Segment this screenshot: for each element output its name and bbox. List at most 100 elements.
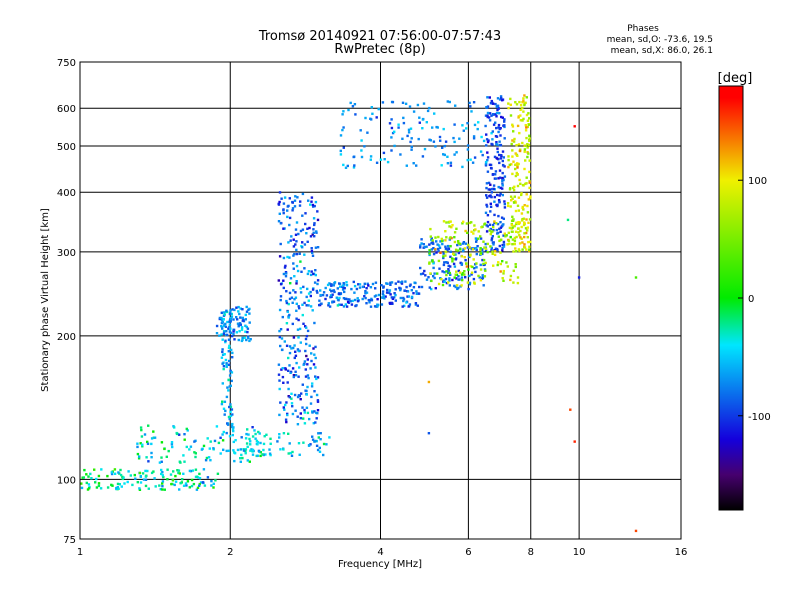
data-point xyxy=(453,284,456,288)
data-point xyxy=(298,204,302,207)
data-point xyxy=(241,336,244,340)
data-point xyxy=(202,444,206,448)
data-point xyxy=(296,328,300,331)
data-point xyxy=(336,287,339,290)
data-point xyxy=(513,195,516,198)
data-point xyxy=(305,304,308,307)
data-point xyxy=(494,170,498,173)
data-point xyxy=(382,294,385,297)
data-point xyxy=(251,435,255,438)
data-point xyxy=(179,482,182,485)
data-point xyxy=(525,113,529,117)
data-point xyxy=(306,240,309,243)
data-point xyxy=(523,148,527,151)
data-point xyxy=(528,134,531,137)
data-point xyxy=(528,245,531,248)
data-point xyxy=(329,294,333,297)
data-point xyxy=(223,413,226,416)
data-point xyxy=(140,428,143,432)
data-point xyxy=(193,451,196,454)
data-point xyxy=(517,227,520,230)
plot-frame xyxy=(79,61,682,540)
data-point xyxy=(414,302,418,305)
data-point xyxy=(516,184,520,188)
data-point xyxy=(381,101,385,104)
data-point xyxy=(514,174,518,178)
data-point xyxy=(453,153,456,156)
data-point xyxy=(341,284,345,287)
data-point xyxy=(222,448,225,451)
data-point xyxy=(309,443,312,446)
data-point xyxy=(431,240,434,244)
data-point xyxy=(469,265,472,268)
data-point xyxy=(482,284,485,287)
data-point xyxy=(227,350,230,353)
data-point xyxy=(228,312,232,316)
data-point xyxy=(390,281,394,284)
data-point xyxy=(466,158,469,162)
data-point xyxy=(409,283,412,286)
data-point xyxy=(491,235,494,238)
data-point xyxy=(220,356,224,359)
data-point xyxy=(317,432,320,435)
data-point xyxy=(290,397,293,400)
data-point xyxy=(209,459,212,462)
data-point xyxy=(511,238,515,241)
data-point xyxy=(428,252,431,255)
data-point xyxy=(364,296,367,300)
data-point xyxy=(278,212,281,215)
data-point xyxy=(251,448,255,452)
data-point xyxy=(377,293,381,297)
data-point xyxy=(489,210,492,213)
data-point xyxy=(221,353,225,356)
data-point xyxy=(222,318,225,321)
data-point xyxy=(490,187,494,191)
data-point xyxy=(515,103,519,106)
y-tick-label: 750 xyxy=(57,58,76,69)
data-point xyxy=(425,278,429,281)
data-point xyxy=(212,486,215,489)
data-point xyxy=(494,113,497,116)
data-point xyxy=(229,384,232,387)
data-point xyxy=(282,209,285,212)
data-point xyxy=(527,112,530,115)
data-point xyxy=(350,303,354,306)
data-point xyxy=(294,409,297,412)
data-point xyxy=(493,200,496,203)
data-point xyxy=(397,126,400,129)
data-point xyxy=(233,459,236,463)
data-point xyxy=(330,290,333,293)
data-point xyxy=(455,273,459,276)
data-point xyxy=(317,436,320,439)
data-point xyxy=(514,230,518,233)
data-point xyxy=(296,395,300,399)
data-point xyxy=(99,487,103,490)
data-point xyxy=(221,348,224,351)
data-point xyxy=(448,277,451,280)
data-point xyxy=(327,304,330,307)
data-point xyxy=(241,308,244,311)
data-point xyxy=(458,278,461,281)
data-point xyxy=(346,164,349,168)
data-point xyxy=(521,248,524,251)
data-point xyxy=(495,228,498,232)
data-point xyxy=(232,440,235,444)
data-point xyxy=(386,160,390,164)
x-tick-label: 10 xyxy=(573,547,586,558)
data-point xyxy=(292,375,295,379)
data-point xyxy=(231,334,234,338)
data-point xyxy=(490,191,493,194)
data-point xyxy=(399,153,402,156)
data-point xyxy=(449,236,452,239)
data-point xyxy=(305,232,308,235)
data-point xyxy=(193,440,196,443)
data-point xyxy=(136,481,139,484)
data-point xyxy=(245,305,248,309)
chart-subtitle: RwPretec (8p) xyxy=(334,42,425,57)
data-point xyxy=(499,230,502,233)
data-point xyxy=(212,482,215,485)
data-point xyxy=(438,246,442,249)
data-point xyxy=(529,197,532,200)
data-point xyxy=(225,431,228,435)
data-point xyxy=(158,461,162,464)
